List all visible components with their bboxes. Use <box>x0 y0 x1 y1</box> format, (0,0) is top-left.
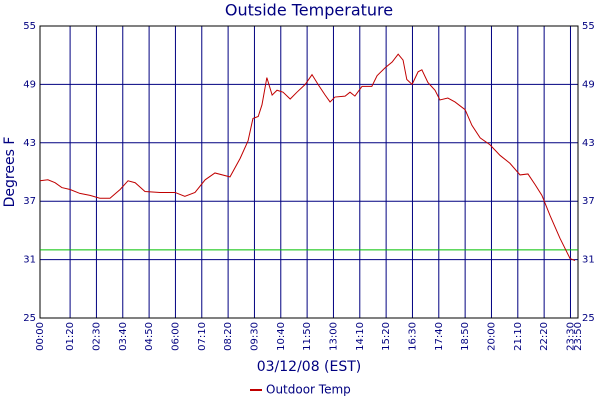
x-tick-label: 15:20 <box>381 322 392 351</box>
x-tick-label: 00:00 <box>35 322 46 351</box>
chart-title: Outside Temperature <box>225 1 393 20</box>
y2-tick-label: 49 <box>582 79 595 90</box>
y2-tick-label: 55 <box>582 21 595 32</box>
y-tick-label: 25 <box>23 313 36 324</box>
plot-border <box>39 25 579 319</box>
x-tick-label: 21:10 <box>513 322 524 351</box>
x-tick-label: 03:40 <box>118 322 129 351</box>
x-tick-label: 11:50 <box>302 322 313 351</box>
x-tick-label: 18:50 <box>460 322 471 351</box>
x-tick-label: 10:40 <box>276 322 287 351</box>
x-tick-label: 01:20 <box>65 322 76 351</box>
x-tick-label: 09:30 <box>249 322 260 351</box>
y2-tick-label: 31 <box>582 255 595 266</box>
y-tick-label: 31 <box>23 255 36 266</box>
x-tick-label: 23:30 <box>565 322 576 351</box>
x-tick-label: 14:10 <box>355 322 366 351</box>
data-line <box>39 53 576 262</box>
y-tick-label: 55 <box>23 21 36 32</box>
y-tick-label: 49 <box>23 79 36 90</box>
y-axis-label: Degrees F <box>2 137 18 208</box>
x-axis-label: 03/12/08 (EST) <box>257 359 362 375</box>
y2-tick-label: 43 <box>582 138 595 149</box>
y-tick-label: 43 <box>23 138 36 149</box>
y2-tick-label: 37 <box>582 196 595 207</box>
y-tick-label: 37 <box>23 196 36 207</box>
x-tick-label: 17:40 <box>434 322 445 351</box>
x-tick-label: 16:30 <box>407 322 418 351</box>
x-tick-label: 06:00 <box>170 322 181 351</box>
x-tick-label: 02:30 <box>91 322 102 351</box>
legend-label: Outdoor Temp <box>266 383 351 397</box>
x-tick-label: 23:50 <box>573 322 584 351</box>
x-tick-label: 13:00 <box>328 322 339 351</box>
x-tick-label: 04:50 <box>144 322 155 351</box>
x-tick-label: 07:10 <box>197 322 208 351</box>
x-tick-label: 08:20 <box>223 322 234 351</box>
x-tick-label: 22:20 <box>539 322 550 351</box>
x-tick-label: 20:00 <box>486 322 497 351</box>
y2-tick-label: 25 <box>582 313 595 324</box>
